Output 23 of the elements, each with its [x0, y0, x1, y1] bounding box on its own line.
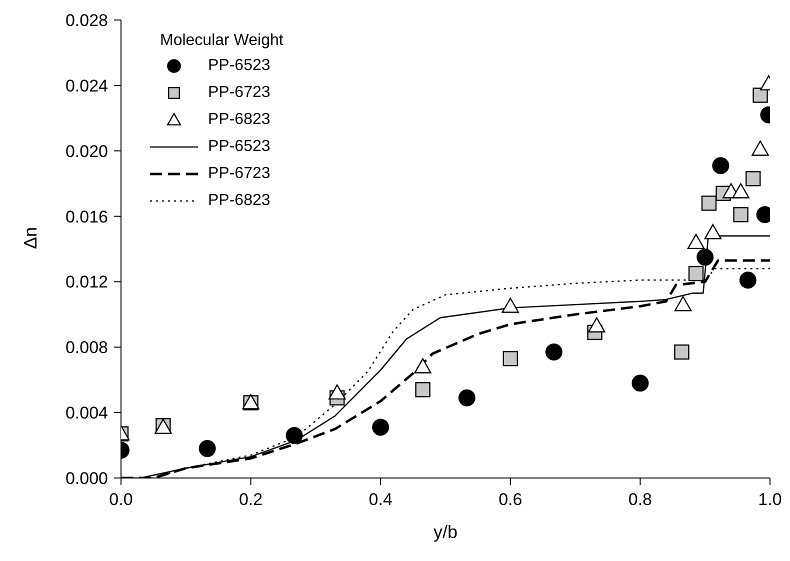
legend-label: PP-6523: [208, 138, 270, 156]
y-tick-label: 0.000: [65, 469, 108, 488]
legend-label: PP-6723: [208, 84, 270, 102]
legend-label: PP-6523: [208, 56, 270, 74]
x-axis-title: y/b: [433, 522, 458, 542]
y-tick-label: 0.028: [65, 11, 108, 30]
y-tick-label: 0.004: [65, 404, 108, 423]
legend-title: Molecular Weight: [160, 32, 284, 50]
x-tick-label: 0.6: [498, 490, 522, 510]
y-tick-label: 0.024: [65, 76, 108, 96]
legend-label: PP-6823: [208, 110, 270, 128]
x-tick-label: 0.2: [238, 490, 263, 510]
y-axis-title: Δn: [20, 226, 40, 249]
y-tick-label: 0.016: [65, 207, 108, 226]
legend-label: PP-6823: [208, 192, 270, 210]
x-tick-label: 0.0: [109, 490, 133, 510]
legend-label: PP-6723: [208, 164, 270, 182]
y-tick-label: 0.020: [65, 142, 108, 161]
x-tick-label: 0.8: [628, 490, 652, 510]
y-tick-label: 0.008: [65, 338, 108, 358]
y-tick-label: 0.012: [65, 272, 108, 292]
x-tick-label: 0.4: [368, 490, 392, 510]
x-tick-label: 1.0: [758, 490, 782, 510]
